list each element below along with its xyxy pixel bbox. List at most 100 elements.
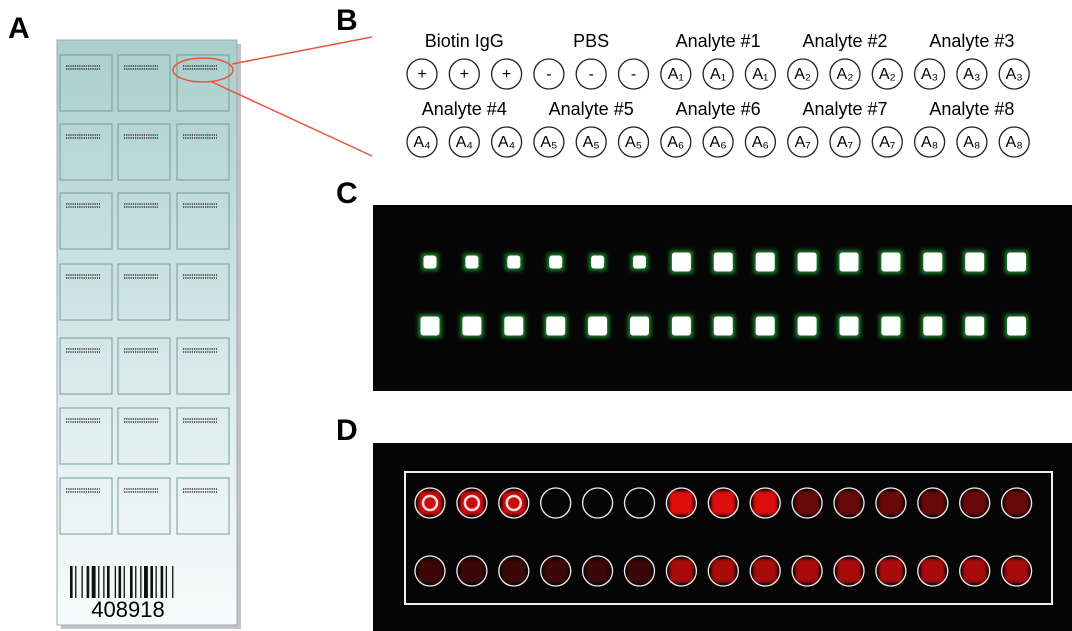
green-spot [462, 317, 481, 336]
spot-label: A₁ [752, 66, 768, 83]
group-label: Analyte #1 [676, 31, 761, 51]
bar [150, 566, 153, 598]
group-label: Analyte #8 [929, 99, 1014, 119]
panel-label: C [336, 177, 358, 210]
spot-label: A₄ [456, 134, 473, 151]
red-spot [502, 491, 526, 515]
spot-layout: Biotin IgG + + + PBS - - - Analyte #1 A₁ A₁ A₁ Analy… [407, 31, 1029, 157]
red-spot [963, 559, 987, 583]
bar [135, 566, 136, 598]
green-spot [1007, 317, 1026, 336]
green-scan [373, 205, 1072, 391]
green-spot [923, 317, 942, 336]
spot-label: + [460, 66, 469, 83]
panel-label: B [336, 4, 358, 37]
green-spot [549, 256, 562, 269]
group-label: Analyte #7 [802, 99, 887, 119]
green-spot [840, 317, 859, 336]
bar [124, 566, 125, 598]
green-spot [756, 253, 775, 272]
spot-label: + [417, 66, 426, 83]
red-spot [1005, 559, 1029, 583]
green-spot [798, 317, 817, 336]
green-spot [465, 256, 478, 269]
spot-label: A₈ [921, 134, 938, 151]
spot-label: A₇ [879, 134, 895, 151]
red-spot [711, 491, 735, 515]
zoom-line [232, 37, 372, 64]
spot-label: A₃ [1006, 66, 1023, 83]
group-label: PBS [573, 31, 609, 51]
red-spot [753, 491, 777, 515]
bar [75, 566, 76, 598]
group-label: Biotin IgG [425, 31, 504, 51]
red-spot [502, 559, 526, 583]
red-spot [418, 491, 442, 515]
bar [82, 566, 83, 598]
red-spot [418, 559, 442, 583]
red-spot [837, 491, 861, 515]
bar [172, 566, 173, 598]
bar [156, 566, 157, 598]
red-spot [963, 491, 987, 515]
group-label: Analyte #5 [549, 99, 634, 119]
green-spot [672, 317, 691, 336]
spot-label: - [589, 66, 594, 83]
green-spot [546, 317, 565, 336]
spot-label: A₆ [710, 134, 727, 151]
green-spot [504, 317, 523, 336]
spot-label: A₆ [752, 134, 769, 151]
spot-label: A₇ [837, 134, 853, 151]
group-label: Analyte #2 [802, 31, 887, 51]
spot-label: A₅ [625, 134, 642, 151]
green-spot [923, 253, 942, 272]
green-spot [1007, 253, 1026, 272]
green-spot [421, 317, 440, 336]
green-spot [714, 317, 733, 336]
bar [107, 566, 110, 598]
group-label: Analyte #4 [422, 99, 507, 119]
figure: A 408918 B Biotin IgG+++PBS---Analyte #1… [0, 0, 1072, 631]
spot-label: A₇ [795, 134, 811, 151]
green-spot [424, 256, 437, 269]
green-spot [881, 317, 900, 336]
bar [98, 566, 99, 598]
green-spot [840, 253, 859, 272]
group-label: Analyte #6 [676, 99, 761, 119]
spot-label: A₂ [837, 66, 854, 83]
green-spot [965, 317, 984, 336]
bar [115, 566, 116, 598]
green-spot [756, 317, 775, 336]
red-spot [837, 559, 861, 583]
bar [119, 566, 122, 598]
red-spot [1005, 491, 1029, 515]
green-spot [881, 253, 900, 272]
spot-label: + [502, 66, 511, 83]
spot-label: - [546, 66, 551, 83]
green-spot [798, 253, 817, 272]
red-spot [669, 491, 693, 515]
red-spot [460, 491, 484, 515]
green-spot [588, 317, 607, 336]
spot-label: A₄ [498, 134, 515, 151]
red-spot [795, 491, 819, 515]
bar [87, 566, 90, 598]
bar [166, 566, 167, 598]
spot-label: A₈ [1006, 134, 1023, 151]
green-spot [672, 253, 691, 272]
page: A 408918 B Biotin IgG+++PBS---Analyte #1… [0, 0, 1072, 631]
spot-label: A₃ [963, 66, 980, 83]
red-spot [669, 559, 693, 583]
spot-label: A₁ [710, 66, 726, 83]
spot-label: A₅ [540, 134, 557, 151]
bar [130, 566, 133, 598]
spot-label: A₄ [413, 134, 430, 151]
bar [103, 566, 104, 598]
spot-label: - [631, 66, 636, 83]
spot-label: A₈ [963, 134, 980, 151]
red-spot [711, 559, 735, 583]
spot-label: A₁ [668, 66, 684, 83]
green-spot [507, 256, 520, 269]
group-label: Analyte #3 [929, 31, 1014, 51]
panel-label: A [8, 12, 30, 45]
